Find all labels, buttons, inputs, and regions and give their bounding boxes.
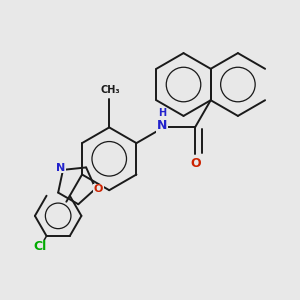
Text: N: N [56, 163, 65, 172]
Text: O: O [94, 184, 103, 194]
Text: O: O [190, 157, 201, 170]
Text: N: N [157, 119, 167, 132]
Text: CH₃: CH₃ [101, 85, 121, 95]
Text: Cl: Cl [34, 240, 47, 254]
Text: H: H [158, 108, 166, 118]
